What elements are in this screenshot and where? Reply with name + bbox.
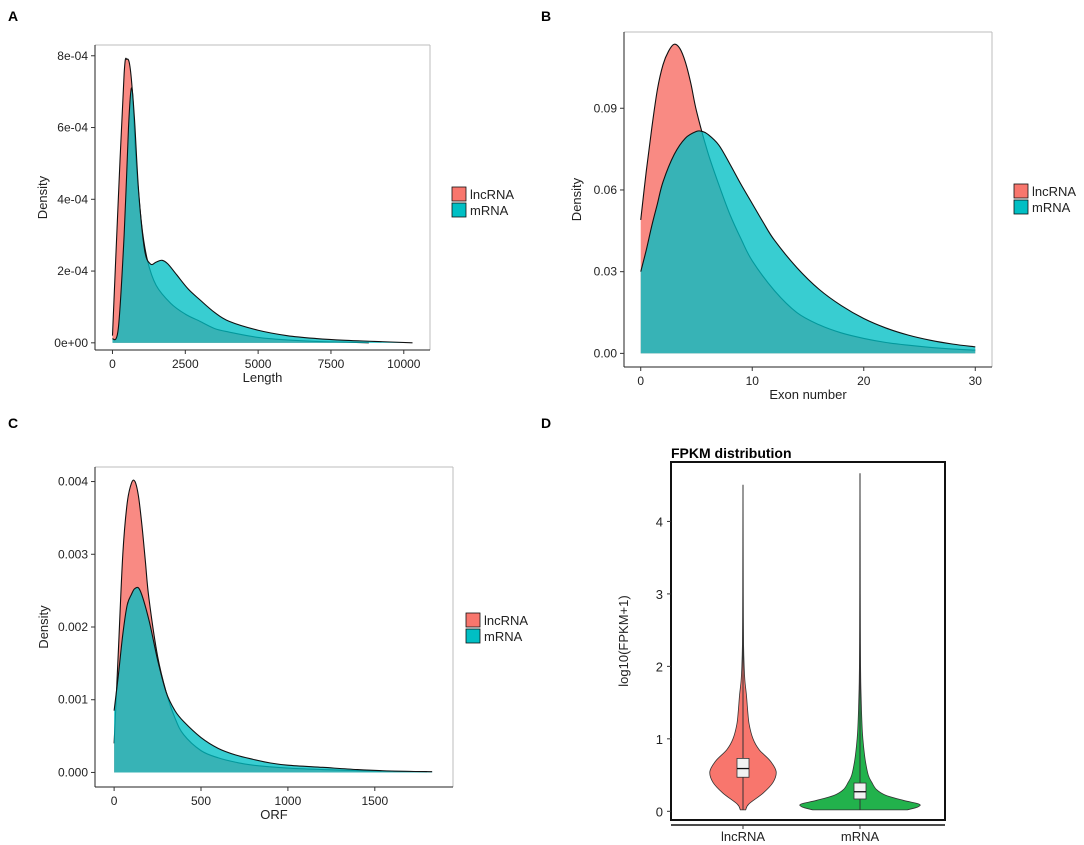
y-tick-label: 1 bbox=[656, 732, 663, 747]
category-label-mrna: mRNA bbox=[841, 829, 880, 844]
legend-key-mrna bbox=[451, 202, 467, 218]
panel-b-exon-density: 0 10 20 30 0.00 0.03 0.06 0.09 Exon number Densit… bbox=[569, 31, 1076, 402]
y-tick-label: 0.06 bbox=[594, 183, 618, 197]
legend-label-lncrna: lncRNA bbox=[1032, 184, 1076, 199]
legend-label-mrna: mRNA bbox=[1032, 200, 1071, 215]
y-tick-label: 0.003 bbox=[58, 547, 88, 561]
y-axis-title: log10(FPKM+1) bbox=[616, 595, 631, 686]
y-tick-label: 0.002 bbox=[58, 620, 88, 634]
y-tick-label: 2e-04 bbox=[57, 264, 88, 278]
legend-label-mrna: mRNA bbox=[484, 629, 523, 644]
legend-label-lncrna: lncRNA bbox=[484, 613, 528, 628]
panel-letter-b: B bbox=[541, 8, 551, 24]
x-tick-label: 2500 bbox=[172, 357, 199, 371]
x-axis-title: Exon number bbox=[769, 387, 847, 402]
legend-key-lncrna bbox=[1013, 183, 1029, 199]
x-tick-label: 500 bbox=[191, 794, 211, 808]
x-tick-label: 30 bbox=[969, 374, 983, 388]
y-tick-label: 0.09 bbox=[594, 101, 618, 115]
x-tick-label: 1000 bbox=[275, 794, 302, 808]
panel-d-fpkm-violin: FPKM distribution lncRNA mRNA 0 1 2 3 4 log10(FP… bbox=[616, 445, 946, 844]
y-tick-label: 3 bbox=[656, 587, 663, 602]
panel-a-length-density: 0 2500 5000 7500 10000 0e+00 2e-04 4e-04 6e-04 8e… bbox=[35, 44, 514, 385]
x-tick-label: 20 bbox=[857, 374, 871, 388]
density-line-mrna bbox=[111, 87, 413, 344]
y-tick-label: 4e-04 bbox=[57, 192, 88, 206]
y-tick-label: 0.000 bbox=[58, 765, 88, 779]
category-label-lncrna: lncRNA bbox=[721, 829, 765, 844]
x-tick-label: 7500 bbox=[318, 357, 345, 371]
x-tick-label: 10 bbox=[746, 374, 760, 388]
y-tick-label: 4 bbox=[656, 514, 663, 529]
legend-key-mrna bbox=[465, 628, 481, 644]
legend-label-mrna: mRNA bbox=[470, 203, 509, 218]
x-tick-label: 0 bbox=[109, 357, 116, 371]
density-area-mrna bbox=[114, 587, 433, 773]
legend-label-lncrna: lncRNA bbox=[470, 187, 514, 202]
density-line-mrna bbox=[113, 586, 433, 773]
panel-letter-c: C bbox=[8, 415, 18, 431]
y-tick-label: 0 bbox=[656, 804, 663, 819]
y-tick-label: 0.001 bbox=[58, 693, 88, 707]
y-tick-label: 0.00 bbox=[594, 346, 618, 360]
x-tick-label: 1500 bbox=[361, 794, 388, 808]
x-tick-label: 0 bbox=[637, 374, 644, 388]
x-axis-title: ORF bbox=[260, 807, 288, 822]
density-area-mrna bbox=[112, 87, 413, 343]
legend-key-lncrna bbox=[465, 612, 481, 628]
x-axis-title: Length bbox=[243, 370, 283, 385]
panel-letter-a: A bbox=[8, 8, 18, 24]
box-lncrna bbox=[736, 758, 750, 778]
y-tick-label: 0e+00 bbox=[54, 336, 88, 350]
y-tick-label: 6e-04 bbox=[57, 121, 88, 135]
density-area-mrna bbox=[640, 130, 976, 354]
legend-key-mrna bbox=[1013, 199, 1029, 215]
density-line-mrna bbox=[640, 130, 976, 348]
x-tick-label: 5000 bbox=[245, 357, 272, 371]
violin-frame bbox=[670, 461, 946, 821]
y-axis-title: Density bbox=[569, 177, 584, 221]
violin-title: FPKM distribution bbox=[671, 445, 792, 461]
y-tick-label: 0.03 bbox=[594, 265, 618, 279]
y-tick-label: 2 bbox=[656, 659, 663, 674]
box-mrna bbox=[853, 782, 867, 800]
x-tick-label: 10000 bbox=[387, 357, 421, 371]
panel-c-orf-density: 0 500 1000 1500 0.000 0.001 0.002 0.003 0.004 ORF… bbox=[36, 466, 528, 822]
panel-letter-d: D bbox=[541, 415, 551, 431]
y-tick-label: 0.004 bbox=[58, 475, 88, 489]
y-tick-label: 8e-04 bbox=[57, 49, 88, 63]
y-axis-title: Density bbox=[35, 175, 50, 219]
x-tick-label: 0 bbox=[111, 794, 118, 808]
legend-key-lncrna bbox=[451, 186, 467, 202]
y-axis-title: Density bbox=[36, 605, 51, 649]
